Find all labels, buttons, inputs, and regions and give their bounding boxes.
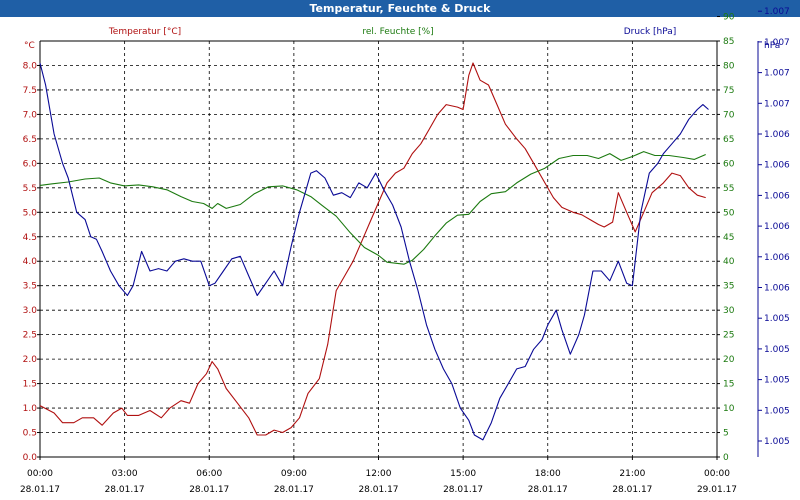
x-tick-time: 00:00 [27, 469, 53, 479]
left-tick-label: 3.5 [23, 282, 37, 292]
right-tick-label: 1.006 [764, 284, 790, 294]
right-tick-label: 1.006 [764, 222, 790, 232]
middle-tick-label: 85 [723, 37, 734, 47]
right-tick-label: 1.006 [764, 161, 790, 171]
left-tick-label: 4.5 [23, 233, 37, 243]
right-tick-label: 1.006 [764, 191, 790, 201]
chart-title: Temperatur, Feuchte & Druck [0, 0, 800, 17]
x-tick-date: 28.01.17 [528, 485, 568, 495]
left-tick-label: 2.0 [23, 355, 38, 365]
middle-tick-label: 75 [723, 86, 734, 96]
middle-tick-label: 30 [723, 306, 735, 316]
right-tick-label: 1.007 [764, 7, 790, 17]
right-axis-unit: hPa [764, 41, 780, 51]
left-axis-unit: °C [24, 41, 35, 51]
x-tick-time: 06:00 [196, 469, 222, 479]
right-tick-label: 1.006 [764, 130, 790, 140]
right-tick-label: 1.007 [764, 69, 790, 79]
middle-tick-label: 40 [723, 257, 735, 267]
middle-tick-label: 0 [723, 453, 729, 463]
temperature-line [39, 62, 706, 436]
x-tick-time: 00:00 [704, 469, 730, 479]
middle-tick-label: 55 [723, 184, 734, 194]
right-tick-label: 1.007 [764, 38, 790, 48]
x-tick-date: 28.01.17 [358, 485, 398, 495]
pressure-label: Druck [hPa] [624, 27, 677, 37]
left-tick-label: 4.0 [23, 257, 38, 267]
humidity-line [39, 151, 706, 265]
left-tick-label: 5.0 [23, 208, 38, 218]
right-tick-label: 1.005 [764, 437, 790, 447]
left-tick-label: 6.0 [23, 159, 38, 169]
temperature-label: Temperatur [°C] [108, 27, 181, 37]
x-tick-date: 28.01.17 [20, 485, 60, 495]
left-tick-label: 8.0 [23, 61, 38, 71]
left-tick-label: 7.0 [23, 110, 38, 120]
series-layer [39, 62, 709, 441]
tick-labels: °C 0.0 0.5 1.0 1.5 2.0 2.5 3.0 3.5 4.0 4.5 5.0 5.5 6.… [20, 7, 790, 495]
right-tick-label: 1.007 [764, 99, 790, 109]
x-tick-time: 03:00 [112, 469, 138, 479]
x-tick-time: 18:00 [535, 469, 561, 479]
right-tick-label: 1.005 [764, 314, 790, 324]
left-tick-label: 2.5 [23, 331, 37, 341]
middle-tick-label: 50 [723, 208, 735, 218]
middle-tick-label: 70 [723, 110, 735, 120]
x-tick-date: 28.01.17 [443, 485, 483, 495]
left-tick-label: 7.5 [23, 86, 37, 96]
left-tick-label: 3.0 [23, 306, 38, 316]
x-tick-time: 21:00 [619, 469, 645, 479]
x-tick-date: 28.01.17 [189, 485, 229, 495]
pressure-line [39, 62, 709, 441]
axes [37, 10, 762, 460]
middle-tick-label: 25 [723, 331, 734, 341]
middle-tick-label: 45 [723, 233, 734, 243]
humidity-label: rel. Feuchte [%] [362, 27, 433, 37]
x-tick-time: 09:00 [281, 469, 307, 479]
middle-tick-label: 5 [723, 429, 729, 439]
right-tick-label: 1.006 [764, 253, 790, 263]
right-tick-label: 1.005 [764, 406, 790, 416]
middle-tick-label: 10 [723, 404, 735, 414]
left-tick-label: 0.5 [23, 429, 37, 439]
x-tick-date: 28.01.17 [105, 485, 145, 495]
middle-tick-label: 60 [723, 159, 735, 169]
left-tick-label: 0.0 [23, 453, 38, 463]
x-tick-time: 12:00 [366, 469, 392, 479]
middle-tick-label: 20 [723, 355, 735, 365]
middle-tick-label: 80 [723, 61, 735, 71]
middle-tick-label: 90 [723, 13, 735, 23]
left-tick-label: 5.5 [23, 184, 37, 194]
right-tick-label: 1.005 [764, 345, 790, 355]
left-tick-label: 1.0 [23, 404, 38, 414]
middle-tick-label: 35 [723, 282, 734, 292]
x-tick-date: 29.01.17 [697, 485, 737, 495]
left-tick-label: 1.5 [23, 380, 37, 390]
right-tick-label: 1.005 [764, 376, 790, 386]
grid [40, 41, 717, 457]
x-tick-date: 28.01.17 [612, 485, 652, 495]
middle-tick-label: 65 [723, 135, 734, 145]
x-tick-date: 28.01.17 [274, 485, 314, 495]
x-tick-time: 15:00 [450, 469, 476, 479]
middle-tick-label: 15 [723, 380, 734, 390]
left-tick-label: 6.5 [23, 135, 37, 145]
